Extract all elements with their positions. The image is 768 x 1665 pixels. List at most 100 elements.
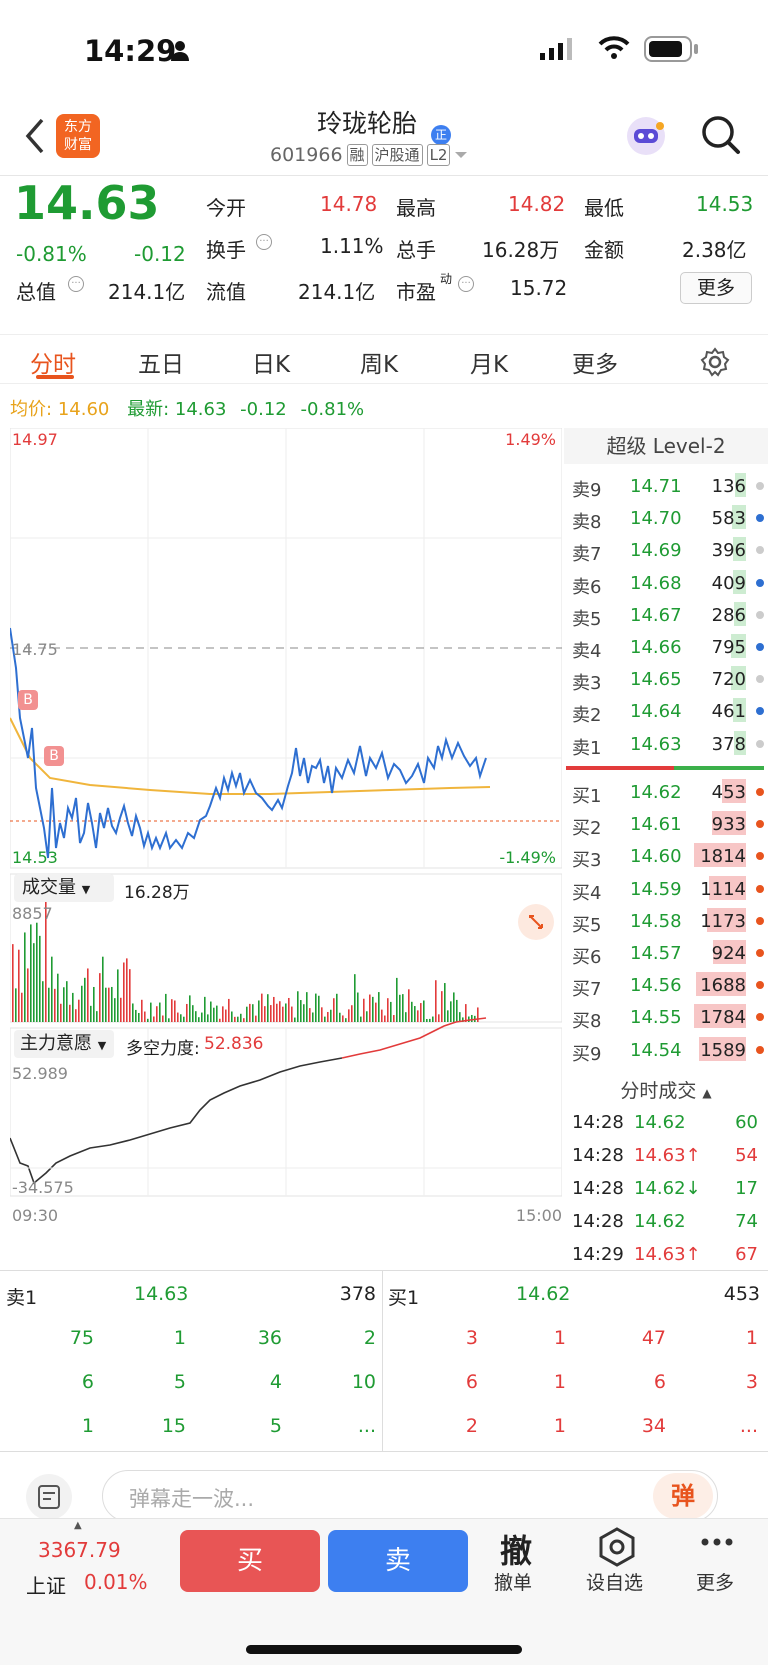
volume-bar (273, 996, 275, 1022)
bid-price: 14.62 (630, 782, 682, 803)
ask-row[interactable]: 卖3 14.65 720 (564, 663, 768, 695)
ask-row[interactable]: 卖9 14.71 136 (564, 470, 768, 502)
intraday-chart[interactable]: 14.97 1.49% 14.75 14.53 -1.49% B B 成交量 ▼… (9, 427, 563, 1236)
info-icon[interactable]: ··· (68, 276, 84, 292)
expand-icon[interactable] (518, 904, 554, 940)
volume-bar (270, 1005, 272, 1022)
settings-gear-icon[interactable] (700, 347, 730, 377)
ask-price: 14.66 (630, 637, 682, 658)
ask-dot (756, 739, 764, 748)
volume-bar (309, 1008, 311, 1022)
ask-row[interactable]: 卖7 14.69 396 (564, 534, 768, 566)
bid-row[interactable]: 买4 14.59 1114 (564, 873, 768, 905)
y-bottom-label: 14.53 (12, 848, 58, 867)
float-cap-label: 流值 (206, 280, 246, 304)
queue-sell-cell: 1 (173, 1327, 186, 1349)
chat-log-icon[interactable] (26, 1474, 72, 1520)
volume-bar (123, 962, 125, 1022)
volume-bar (312, 1012, 314, 1022)
ask-row[interactable]: 卖6 14.68 409 (564, 567, 768, 599)
tab-monthly[interactable]: 月K (470, 352, 509, 378)
more-dots-icon[interactable] (700, 1536, 734, 1548)
index-name[interactable]: 上证 (26, 1574, 66, 1598)
bid-price: 14.61 (630, 814, 682, 836)
volume-bar (219, 1018, 221, 1022)
cancel-order-icon[interactable]: 撤 (500, 1532, 533, 1570)
volume-bar (468, 1016, 470, 1022)
bid-price: 14.59 (630, 878, 682, 900)
amount-value: 2.38亿 (682, 238, 747, 262)
robot-assistant-icon[interactable] (624, 114, 668, 158)
volume-bar (144, 1011, 146, 1022)
ask-row[interactable]: 卖2 14.64 461 (564, 695, 768, 727)
ask-row[interactable]: 卖8 14.70 583 (564, 502, 768, 534)
tab-daily[interactable]: 日K (252, 352, 291, 378)
bid-row[interactable]: 买9 14.54 1589 (564, 1034, 768, 1066)
bid-volume: 924 (711, 943, 746, 964)
volume-selector[interactable]: 成交量 ▼ (14, 874, 114, 902)
bid-volume: 453 (711, 782, 746, 803)
ask-row[interactable]: 卖4 14.66 795 (564, 631, 768, 663)
tab-5day[interactable]: 五日 (138, 352, 184, 378)
watchlist-icon[interactable] (596, 1526, 638, 1568)
danmu-button[interactable]: 弹 (653, 1473, 713, 1519)
bid-row[interactable]: 买8 14.55 1784 (564, 1001, 768, 1033)
volume-bar (234, 1016, 236, 1022)
volume-bar (450, 1001, 452, 1022)
back-arrow-icon[interactable] (24, 116, 46, 156)
volume-bar (243, 1018, 245, 1022)
ask-price: 14.68 (630, 572, 682, 594)
amount-label: 金额 (584, 238, 624, 262)
more-fields-button[interactable]: 更多 (680, 272, 752, 304)
volume-bar (420, 1003, 422, 1022)
turnover-value: 1.11% (320, 234, 384, 258)
ask-row[interactable]: 卖1 14.63 378 (564, 728, 768, 760)
bid-level-label: 买3 (572, 850, 602, 872)
stock-header (0, 100, 768, 176)
ask-row[interactable]: 卖5 14.67 286 (564, 599, 768, 631)
volume-bar (204, 996, 206, 1022)
more-label[interactable]: 更多 (696, 1572, 735, 1594)
tab-more[interactable]: 更多 (572, 352, 618, 378)
ask-level-label: 卖6 (572, 576, 602, 598)
volume-bar (426, 1018, 428, 1022)
bid-volume: 1784 (700, 1007, 746, 1029)
indicator-selector[interactable]: 主力意愿 ▼ (14, 1030, 114, 1058)
info-icon[interactable]: ··· (256, 234, 272, 250)
tab-weekly[interactable]: 周K (360, 352, 399, 378)
search-icon[interactable] (700, 114, 742, 156)
buy-marker[interactable]: B (44, 746, 64, 766)
index-pct[interactable]: 0.01% (84, 1570, 148, 1594)
volume-bar (282, 1006, 284, 1022)
info-icon[interactable]: ··· (458, 276, 474, 292)
wifi-icon (598, 36, 630, 59)
volume-max-label: 8857 (12, 904, 53, 923)
volume-bar (252, 1004, 254, 1022)
bid-row[interactable]: 买7 14.56 1688 (564, 969, 768, 1001)
tick-title: 分时成交 ▲ (620, 1080, 712, 1102)
volume-bar (477, 1007, 479, 1022)
dropdown-icon[interactable] (454, 150, 468, 160)
buy-marker[interactable]: B (18, 690, 38, 710)
bid-row[interactable]: 买2 14.61 933 (564, 808, 768, 840)
sell-button[interactable]: 卖 (328, 1530, 468, 1592)
bid-row[interactable]: 买5 14.58 1173 (564, 905, 768, 937)
bid-volume-bar (722, 779, 746, 803)
index-value[interactable]: 3367.79 (38, 1538, 121, 1562)
queue-sell-label: 卖1 (6, 1287, 38, 1309)
cancel-order-label[interactable]: 撤单 (494, 1572, 533, 1594)
tab-intraday[interactable]: 分时 (30, 352, 76, 378)
watchlist-label[interactable]: 设自选 (586, 1572, 644, 1594)
volume-bar (174, 1000, 176, 1022)
bid-row[interactable]: 买3 14.60 1814 (564, 840, 768, 872)
indicator-line-black (9, 1057, 343, 1185)
buy-button[interactable]: 买 (180, 1530, 320, 1592)
bid-row[interactable]: 买6 14.57 924 (564, 937, 768, 969)
volume-bar (222, 1006, 224, 1022)
volume-bar (378, 992, 380, 1022)
ask-level-label: 卖5 (572, 608, 602, 630)
danmu-input[interactable]: 弹幕走一波... 弹 (102, 1470, 718, 1522)
volume-bar (147, 1018, 149, 1022)
bid-row[interactable]: 买1 14.62 453 (564, 776, 768, 808)
volume-bar (372, 996, 374, 1022)
